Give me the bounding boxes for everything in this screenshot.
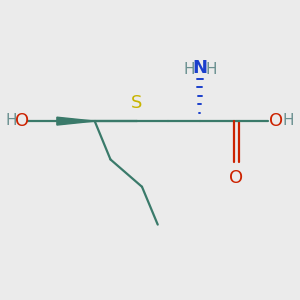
Text: O: O <box>230 169 244 187</box>
Text: H: H <box>184 62 195 77</box>
Text: O: O <box>15 112 29 130</box>
Text: S: S <box>131 94 142 112</box>
Text: O: O <box>268 112 283 130</box>
Text: H: H <box>283 112 294 128</box>
Text: H: H <box>6 112 17 128</box>
Polygon shape <box>57 117 95 125</box>
Text: H: H <box>206 62 217 77</box>
Text: N: N <box>193 59 208 77</box>
